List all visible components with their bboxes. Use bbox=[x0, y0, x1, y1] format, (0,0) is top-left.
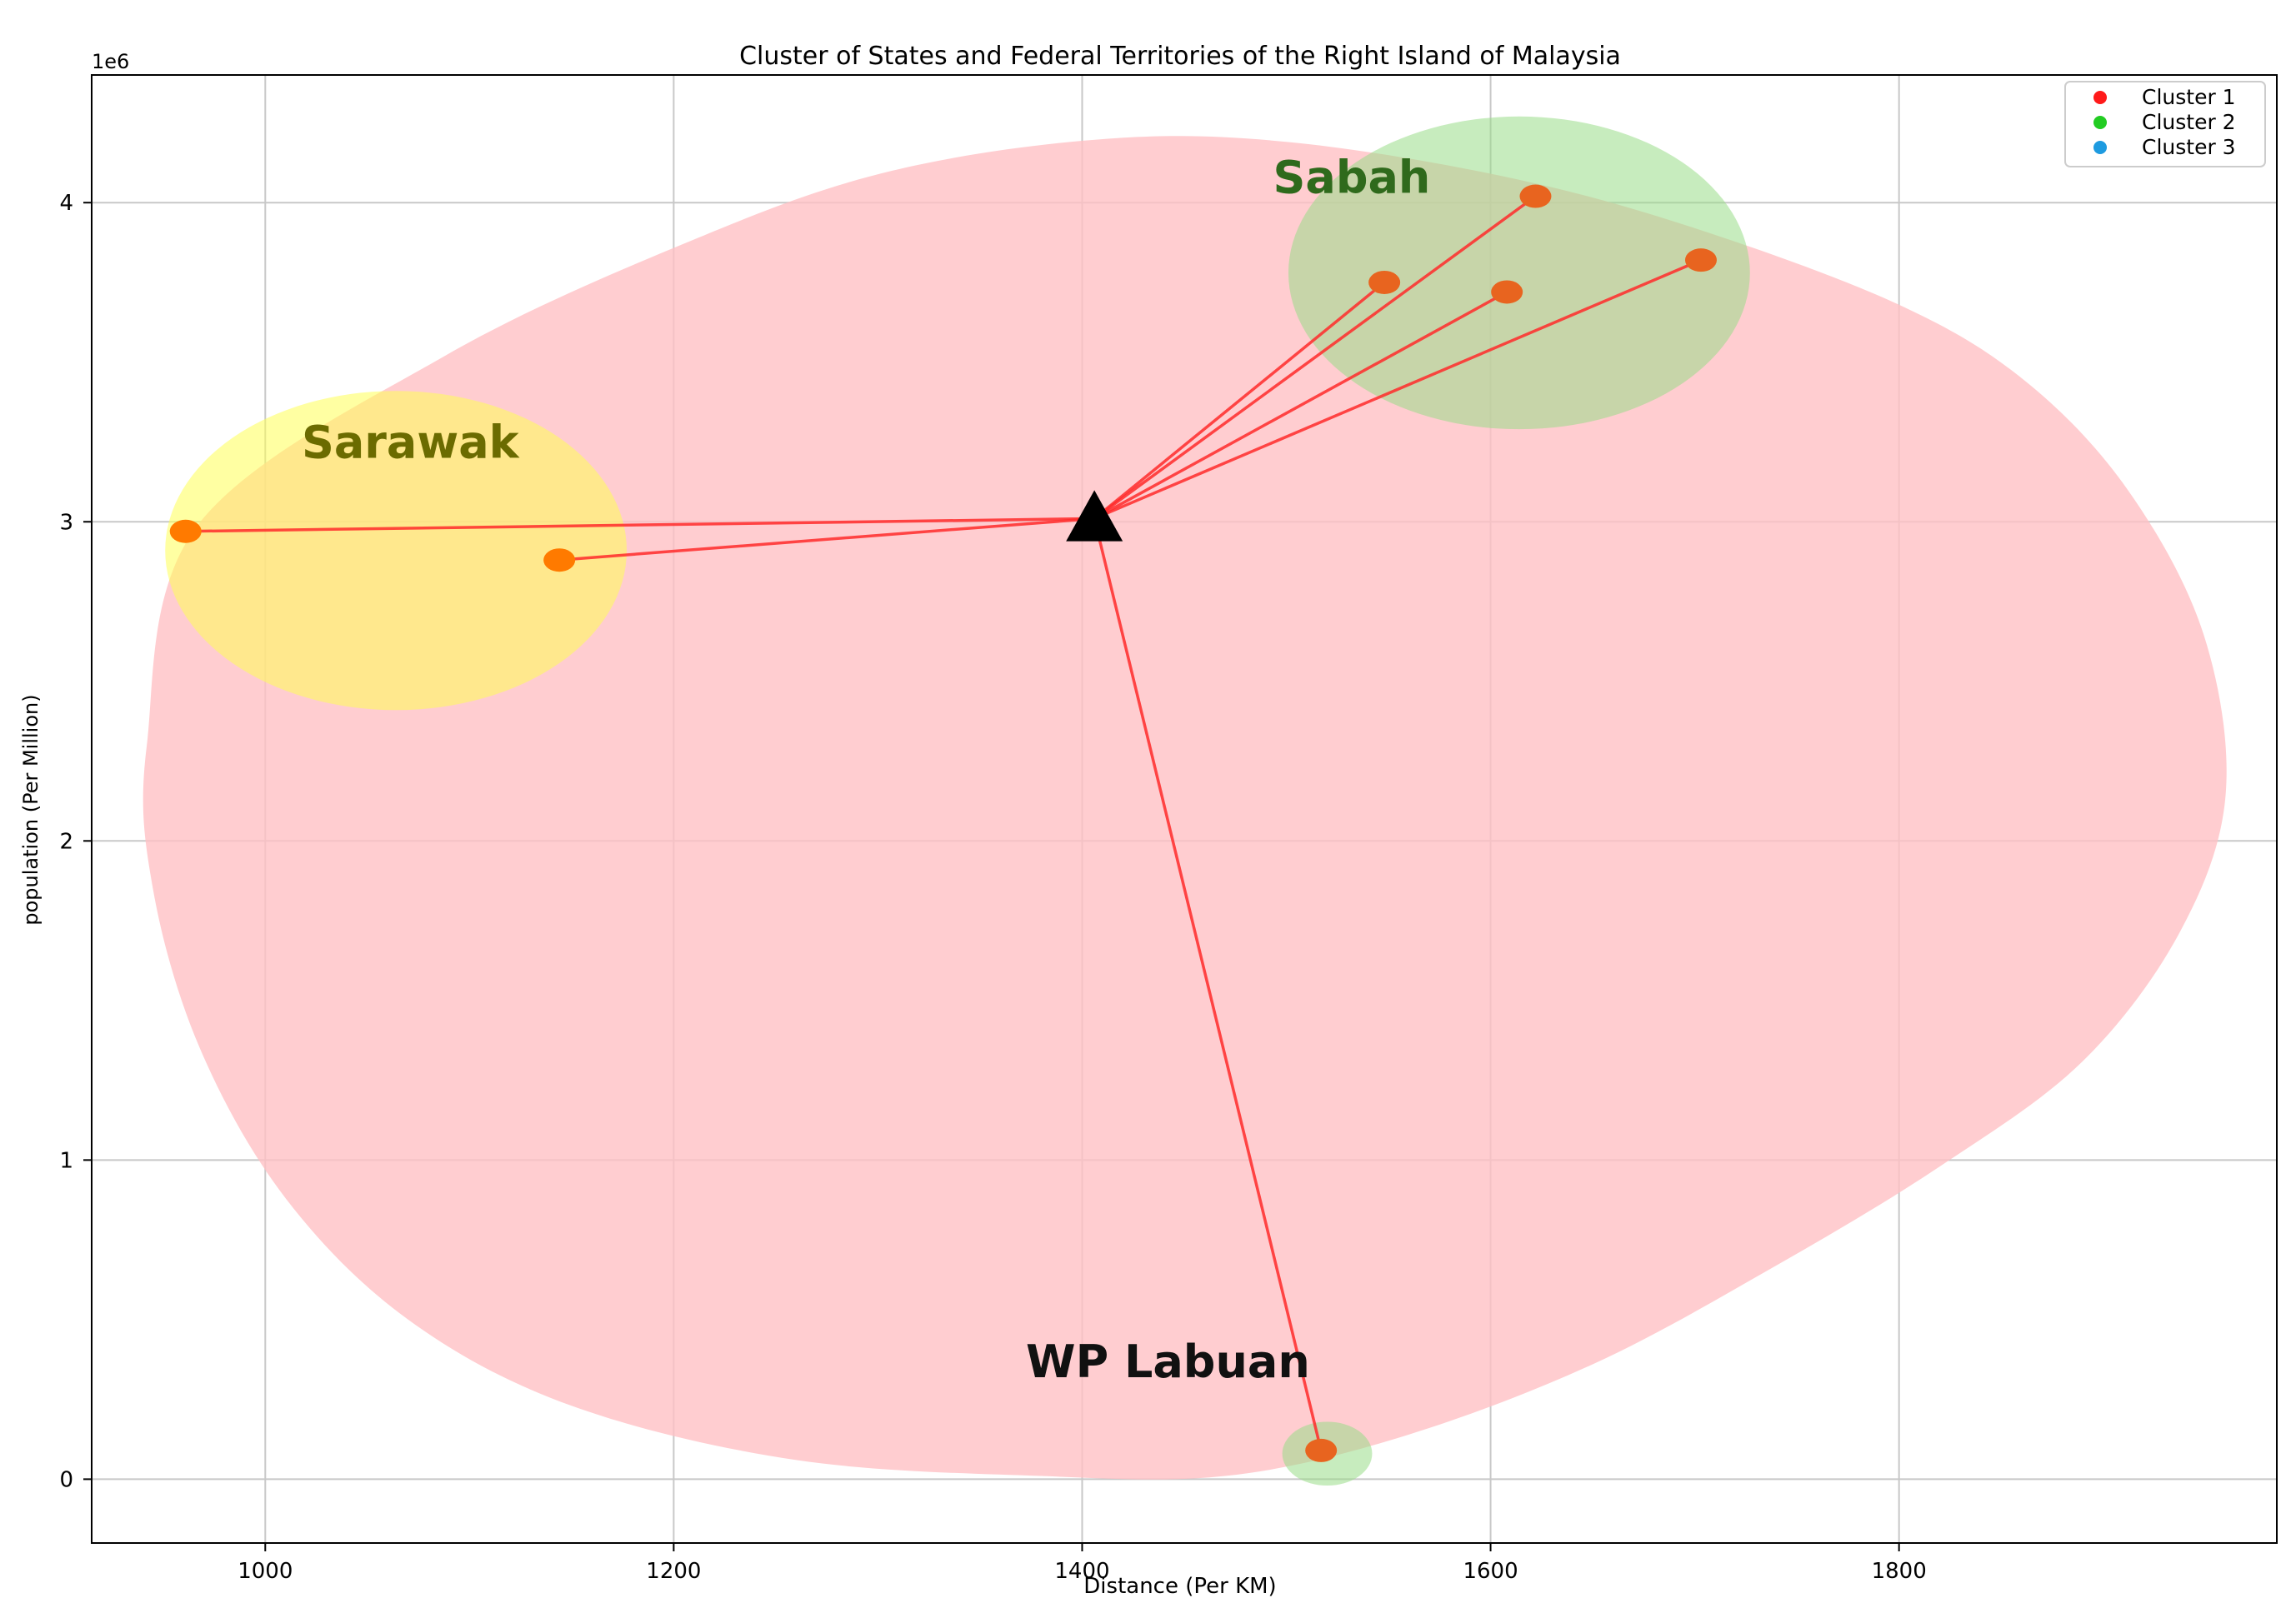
centroid-link bbox=[1093, 290, 1508, 520]
data-point bbox=[169, 519, 202, 543]
legend-entry: Cluster 2 bbox=[2142, 110, 2236, 134]
legend-entry: Cluster 3 bbox=[2142, 135, 2236, 159]
x-tick-label: 1600 bbox=[1463, 1559, 1518, 1584]
centroid-link bbox=[185, 517, 1095, 533]
y-axis-label: population (Per Million) bbox=[19, 694, 43, 925]
centroid-link bbox=[1093, 258, 1702, 521]
y-tick-label: 4 bbox=[59, 191, 73, 216]
sarawak-region bbox=[165, 391, 628, 711]
cluster-1-hull bbox=[143, 136, 2227, 1480]
data-point bbox=[1684, 248, 1717, 272]
x-tick-label: 1800 bbox=[1872, 1559, 1927, 1584]
y-axis-offset-label: 1e6 bbox=[92, 50, 129, 73]
centroid-link bbox=[1093, 195, 1537, 520]
centroid-marker bbox=[1066, 490, 1123, 542]
chart-title: Cluster of States and Federal Territorie… bbox=[739, 42, 1621, 71]
centroid-link bbox=[1093, 518, 1323, 1451]
sabah-region bbox=[1288, 116, 1750, 430]
y-tick-label: 3 bbox=[59, 510, 73, 535]
data-point bbox=[1519, 184, 1552, 208]
legend-marker bbox=[2093, 141, 2107, 154]
legend-frame bbox=[2064, 81, 2266, 167]
sarawak-label: Sarawak bbox=[302, 417, 520, 469]
cluster-hull-region bbox=[143, 136, 2227, 1480]
group-regions bbox=[165, 116, 1750, 1486]
y-tick-label: 1 bbox=[59, 1148, 73, 1173]
legend-entry: Cluster 1 bbox=[2142, 85, 2236, 109]
legend-marker bbox=[2093, 116, 2107, 129]
y-tick-label: 0 bbox=[59, 1467, 73, 1492]
data-points bbox=[169, 184, 1717, 1462]
y-tick-label: 2 bbox=[59, 829, 73, 854]
data-point bbox=[1368, 270, 1401, 294]
data-point bbox=[543, 548, 576, 572]
x-tick-label: 1200 bbox=[646, 1559, 701, 1584]
plot-frame bbox=[91, 74, 2278, 1544]
centroid-link bbox=[559, 517, 1095, 562]
x-axis-label: Distance (Per KM) bbox=[1083, 1574, 1276, 1599]
x-tick-label: 1000 bbox=[238, 1559, 293, 1584]
data-point bbox=[1305, 1438, 1338, 1462]
centroid-links bbox=[185, 195, 1702, 1451]
centroid-link bbox=[1093, 281, 1386, 520]
wp-labuan-label: WP Labuan bbox=[1026, 1336, 1310, 1388]
legend-marker bbox=[2093, 91, 2107, 104]
x-tick-label: 1400 bbox=[1054, 1559, 1109, 1584]
group-labels: Sarawak Sabah WP Labuan bbox=[302, 152, 1430, 1388]
data-point bbox=[1491, 280, 1523, 304]
axis-ticks: 1000 1200 1400 1600 1800 0 1 2 3 4 bbox=[59, 191, 1926, 1584]
sabah-label: Sabah bbox=[1273, 152, 1431, 204]
